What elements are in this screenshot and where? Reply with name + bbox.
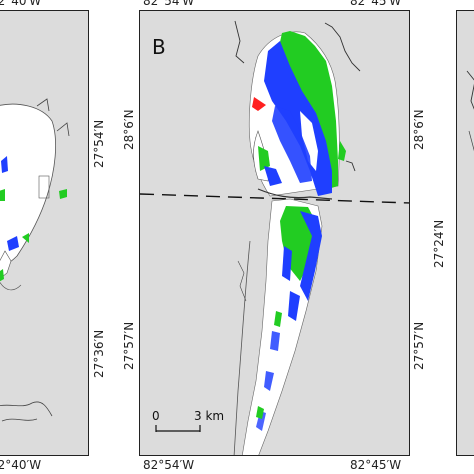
scale-bar-distance-label: 3 km: [194, 409, 225, 423]
panel-a-bottom-lon-label: 82°40′W: [0, 458, 42, 472]
scale-bar-zero-label: 0: [152, 409, 160, 423]
panel-b-bottom-lon-left-label: 82°54′W: [143, 458, 195, 472]
panel-a-map-graphic: [0, 98, 70, 422]
map-panel-c: [456, 10, 474, 456]
panel-b-lat-lower-left-label: 27°57′N: [122, 321, 136, 370]
panel-b-map-graphic: [140, 20, 409, 455]
panel-b-top-lon-right-label: 82°45′W: [350, 0, 402, 8]
panel-b-lat-upper-left-label: 28°6′N: [122, 109, 136, 150]
panel-b-lat-lower-right-label: 27°57′N: [412, 321, 426, 370]
panel-a-lat-lower-label: 27°36′N: [92, 329, 106, 378]
panel-a-lat-upper-label: 27°54′N: [92, 119, 106, 168]
panel-c-lat-upper-label: 27°24′N: [432, 219, 446, 268]
panel-b-top-lon-left-label: 82°54′W: [143, 0, 195, 8]
map-panel-a: [0, 10, 89, 456]
scale-bar: [154, 425, 155, 426]
panel-b-lat-upper-right-label: 28°6′N: [412, 109, 426, 150]
panel-c-map-graphic: [466, 70, 474, 152]
panel-b-letter: B: [152, 35, 166, 59]
map-panel-b: B 0 3 km: [139, 10, 410, 456]
panel-a-top-lon-label: 82°40′W: [0, 0, 42, 8]
panel-b-bottom-lon-right-label: 82°45′W: [350, 458, 402, 472]
